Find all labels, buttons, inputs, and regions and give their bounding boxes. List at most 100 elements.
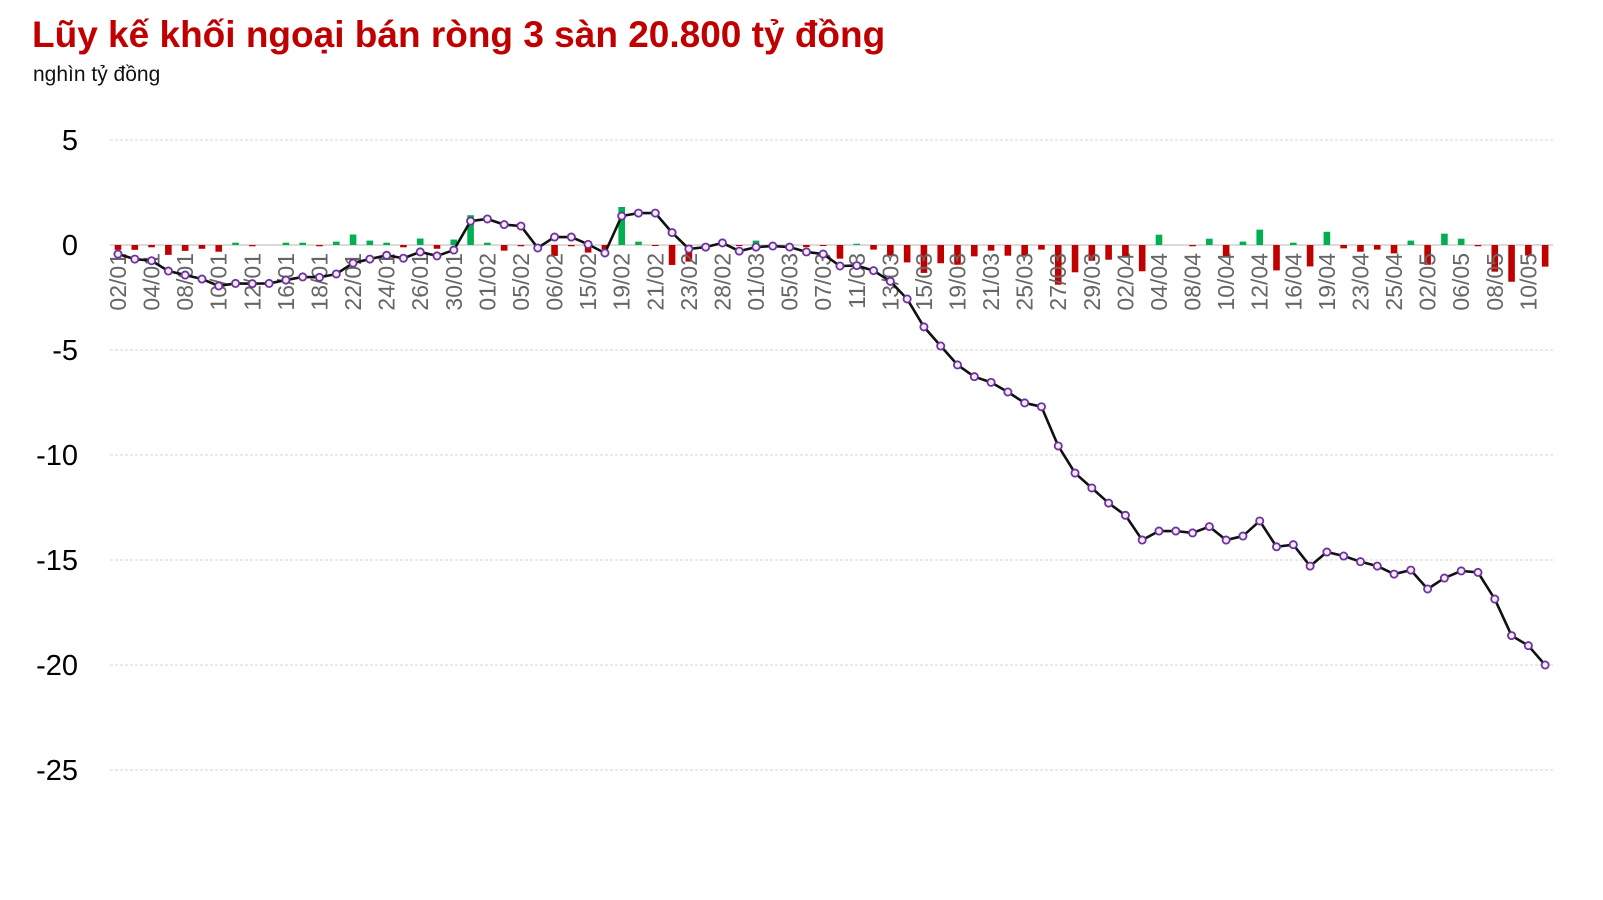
- line-point: [986, 377, 996, 387]
- x-tick-label: 10/04: [1213, 253, 1239, 311]
- line-point: [113, 249, 123, 259]
- line-point: [331, 269, 341, 279]
- bar: [215, 245, 223, 252]
- bar: [568, 245, 575, 247]
- x-tick-label: 27/03: [1045, 253, 1071, 311]
- bar: [1541, 245, 1549, 267]
- bar: [920, 245, 928, 273]
- line-point: [1490, 594, 1500, 604]
- line-point: [298, 272, 308, 282]
- line-point: [751, 242, 761, 252]
- bar: [1357, 245, 1364, 252]
- bar: [1474, 245, 1482, 247]
- line-point: [147, 256, 157, 266]
- line-point: [180, 270, 190, 280]
- bar: [198, 245, 206, 249]
- line-point: [701, 242, 711, 252]
- x-tick-label: 30/01: [441, 253, 467, 311]
- x-tick-label: 15/02: [575, 253, 601, 311]
- line-point: [936, 341, 946, 351]
- bar: [181, 245, 189, 251]
- line-point: [835, 261, 845, 271]
- bar: [870, 245, 877, 250]
- line-point: [516, 221, 526, 231]
- y-tick-label: 0: [62, 230, 78, 262]
- line-point: [466, 216, 476, 226]
- bar: [1038, 245, 1045, 250]
- bar: [1290, 242, 1297, 245]
- x-tick-label: 21/02: [642, 253, 668, 311]
- x-tick-label: 29/03: [1079, 253, 1105, 311]
- line-point: [650, 208, 660, 218]
- line-point: [382, 250, 392, 260]
- x-tick-label: 23/02: [676, 253, 702, 311]
- bar: [517, 245, 525, 247]
- x-tick-label: 01/03: [743, 253, 769, 311]
- line-point: [852, 261, 862, 271]
- line-point: [1456, 566, 1466, 576]
- y-tick-label: 5: [62, 125, 78, 157]
- x-axis-ticks: 02/0104/0108/0110/0112/0116/0118/0122/01…: [105, 253, 1541, 311]
- x-tick-label: 08/01: [172, 253, 198, 311]
- line-point: [1003, 387, 1013, 397]
- bar: [500, 245, 508, 251]
- bar: [1155, 234, 1163, 245]
- x-tick-label: 10/05: [1515, 253, 1541, 311]
- x-tick-label: 12/04: [1247, 253, 1273, 311]
- x-tick-label: 07/03: [810, 253, 836, 311]
- bar: [618, 206, 625, 245]
- line-point: [163, 266, 173, 276]
- line-point: [869, 266, 879, 276]
- x-tick-label: 02/04: [1112, 253, 1138, 311]
- line-point: [130, 254, 140, 264]
- x-tick-label: 23/04: [1347, 253, 1373, 311]
- line-point: [667, 228, 677, 238]
- bar: [1491, 245, 1499, 272]
- line-point: [953, 360, 963, 370]
- line-point: [1372, 561, 1382, 571]
- bar: [651, 245, 659, 247]
- bar: [1004, 245, 1012, 256]
- line-point: [717, 238, 727, 248]
- line-point: [734, 246, 744, 256]
- line-point: [1171, 526, 1181, 536]
- bar: [1189, 245, 1196, 247]
- x-tick-label: 08/05: [1482, 253, 1508, 311]
- line-point: [1473, 567, 1483, 577]
- line-point: [801, 247, 811, 257]
- line-point: [1272, 542, 1282, 552]
- line-point: [499, 220, 509, 230]
- bar: [1457, 238, 1465, 245]
- bar: [903, 245, 911, 263]
- bar: [114, 245, 122, 250]
- x-tick-label: 06/05: [1448, 253, 1474, 311]
- x-tick-label: 08/04: [1180, 253, 1206, 311]
- bar: [601, 245, 609, 250]
- line-point: [600, 248, 610, 258]
- bar: [1088, 245, 1096, 261]
- line-point: [432, 251, 442, 261]
- bar: [1239, 241, 1247, 245]
- line-point: [633, 208, 643, 218]
- bar: [1424, 245, 1431, 265]
- line-point: [1540, 660, 1550, 670]
- bar: [282, 242, 290, 245]
- x-tick-label: 21/03: [978, 253, 1004, 311]
- line-point: [1087, 483, 1097, 493]
- bar: [1340, 245, 1347, 249]
- bar: [1105, 245, 1112, 260]
- line-point: [1221, 535, 1231, 545]
- y-tick-label: -20: [36, 650, 78, 682]
- x-tick-label: 26/01: [407, 253, 433, 311]
- line-point: [1322, 547, 1332, 557]
- line-point: [247, 279, 257, 289]
- line-point: [785, 242, 795, 252]
- bar: [1273, 245, 1280, 271]
- bar: [635, 241, 642, 245]
- x-tick-label: 01/02: [474, 253, 500, 311]
- line-point: [1053, 441, 1063, 451]
- line-point: [398, 253, 408, 263]
- line-point: [1523, 641, 1533, 651]
- bar: [735, 245, 743, 247]
- line-point: [533, 243, 543, 253]
